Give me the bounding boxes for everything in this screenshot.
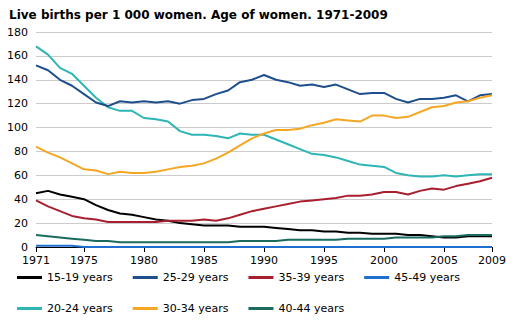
svg-text:30-34 years: 30-34 years <box>163 302 229 315</box>
svg-text:25-29 years: 25-29 years <box>163 271 229 284</box>
svg-text:1980: 1980 <box>130 254 158 267</box>
svg-text:20: 20 <box>14 217 28 230</box>
svg-text:45-49 years: 45-49 years <box>394 271 460 284</box>
svg-text:Live births per 1 000 women. A: Live births per 1 000 women. Age of wome… <box>9 8 388 22</box>
svg-text:2005: 2005 <box>430 254 458 267</box>
svg-text:60: 60 <box>14 169 28 182</box>
svg-text:80: 80 <box>14 145 28 158</box>
svg-text:140: 140 <box>7 73 28 86</box>
svg-text:180: 180 <box>7 26 28 39</box>
svg-text:15-19 years: 15-19 years <box>47 271 113 284</box>
svg-text:160: 160 <box>7 49 28 62</box>
svg-text:0: 0 <box>21 241 28 254</box>
svg-text:1971: 1971 <box>22 254 50 267</box>
svg-text:100: 100 <box>7 121 28 134</box>
svg-text:120: 120 <box>7 97 28 110</box>
svg-text:1985: 1985 <box>190 254 218 267</box>
svg-text:2009: 2009 <box>478 254 506 267</box>
svg-text:20-24 years: 20-24 years <box>47 302 113 315</box>
svg-text:2000: 2000 <box>370 254 398 267</box>
svg-text:40-44 years: 40-44 years <box>278 302 344 315</box>
svg-text:1990: 1990 <box>250 254 278 267</box>
svg-text:1975: 1975 <box>70 254 98 267</box>
svg-text:35-39 years: 35-39 years <box>278 271 344 284</box>
svg-text:1995: 1995 <box>310 254 338 267</box>
svg-text:40: 40 <box>14 193 28 206</box>
